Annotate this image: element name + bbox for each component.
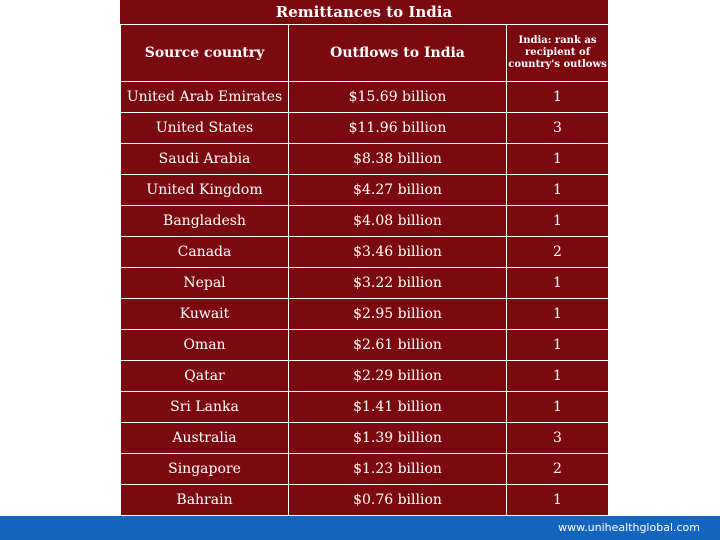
table-row: Qatar $2.29 billion 1: [120, 360, 609, 392]
table-row: Kuwait $2.95 billion 1: [120, 298, 609, 330]
table-row: Singapore $1.23 billion 2: [120, 453, 609, 485]
cell-country: Bangladesh: [120, 205, 289, 237]
cell-rank: 1: [506, 81, 609, 113]
cell-rank: 1: [506, 298, 609, 330]
cell-country: Saudi Arabia: [120, 143, 289, 175]
header-source-country: Source country: [120, 24, 289, 82]
table-row: United States $11.96 billion 3: [120, 112, 609, 144]
cell-rank: 2: [506, 236, 609, 268]
cell-outflow: $2.95 billion: [288, 298, 507, 330]
footer-url: www.unihealthglobal.com: [558, 521, 700, 534]
table-row: Saudi Arabia $8.38 billion 1: [120, 143, 609, 175]
cell-outflow: $15.69 billion: [288, 81, 507, 113]
cell-rank: 1: [506, 174, 609, 206]
cell-country: Qatar: [120, 360, 289, 392]
cell-country: United States: [120, 112, 289, 144]
cell-country: Kuwait: [120, 298, 289, 330]
cell-rank: 1: [506, 205, 609, 237]
table-title: Remittances to India: [275, 3, 453, 21]
cell-country: United Arab Emirates: [120, 81, 289, 113]
header-outflows: Outflows to India: [288, 24, 507, 82]
cell-rank: 3: [506, 422, 609, 454]
cell-rank: 1: [506, 329, 609, 361]
cell-rank: 1: [506, 360, 609, 392]
cell-outflow: $2.29 billion: [288, 360, 507, 392]
table-row: Australia $1.39 billion 3: [120, 422, 609, 454]
cell-country: Sri Lanka: [120, 391, 289, 423]
cell-outflow: $2.61 billion: [288, 329, 507, 361]
cell-outflow: $1.41 billion: [288, 391, 507, 423]
cell-outflow: $0.76 billion: [288, 484, 507, 516]
table-row: Bahrain $0.76 billion 1: [120, 484, 609, 516]
cell-country: United Kingdom: [120, 174, 289, 206]
cell-rank: 3: [506, 112, 609, 144]
footer-bar: www.unihealthglobal.com: [0, 516, 720, 540]
cell-rank: 2: [506, 453, 609, 485]
header-row: Source country Outflows to India India: …: [120, 24, 609, 82]
cell-rank: 1: [506, 484, 609, 516]
cell-outflow: $4.08 billion: [288, 205, 507, 237]
table-row: Bangladesh $4.08 billion 1: [120, 205, 609, 237]
cell-outflow: $1.39 billion: [288, 422, 507, 454]
cell-rank: 1: [506, 267, 609, 299]
cell-outflow: $8.38 billion: [288, 143, 507, 175]
table-row: United Arab Emirates $15.69 billion 1: [120, 81, 609, 113]
cell-country: Australia: [120, 422, 289, 454]
remittances-table: Source country Outflows to India India: …: [120, 24, 609, 516]
cell-outflow: $3.22 billion: [288, 267, 507, 299]
cell-rank: 1: [506, 391, 609, 423]
header-rank: India: rank as recipient of country's ou…: [506, 24, 609, 82]
cell-country: Canada: [120, 236, 289, 268]
table-row: Canada $3.46 billion 2: [120, 236, 609, 268]
cell-country: Nepal: [120, 267, 289, 299]
table-row: Oman $2.61 billion 1: [120, 329, 609, 361]
cell-outflow: $4.27 billion: [288, 174, 507, 206]
cell-outflow: $3.46 billion: [288, 236, 507, 268]
cell-outflow: $1.23 billion: [288, 453, 507, 485]
table-row: United Kingdom $4.27 billion 1: [120, 174, 609, 206]
remittances-panel: Remittances to India Source country Outf…: [120, 0, 609, 516]
table-row: Nepal $3.22 billion 1: [120, 267, 609, 299]
cell-country: Bahrain: [120, 484, 289, 516]
cell-rank: 1: [506, 143, 609, 175]
cell-outflow: $11.96 billion: [288, 112, 507, 144]
table-row: Sri Lanka $1.41 billion 1: [120, 391, 609, 423]
cell-country: Singapore: [120, 453, 289, 485]
cell-country: Oman: [120, 329, 289, 361]
table-body: United Arab Emirates $15.69 billion 1 Unite…: [120, 81, 609, 516]
